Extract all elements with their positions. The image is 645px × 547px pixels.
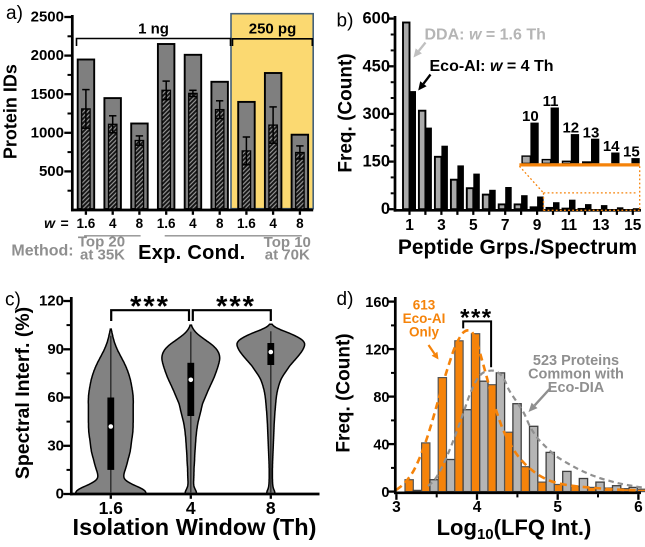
svg-text:2500: 2500 — [31, 9, 64, 26]
svg-text:160: 160 — [365, 295, 389, 311]
svg-text:Top 10: Top 10 — [264, 234, 311, 251]
svg-text:10: 10 — [522, 108, 539, 125]
svg-text:15: 15 — [623, 144, 640, 161]
svg-text:8: 8 — [296, 216, 304, 231]
svg-text:600: 600 — [362, 10, 390, 28]
svg-text:Exp. Cond.: Exp. Cond. — [138, 242, 245, 264]
svg-text:7: 7 — [501, 217, 510, 234]
svg-text:500: 500 — [39, 163, 64, 180]
svg-text:a): a) — [6, 3, 23, 24]
svg-text:Common with: Common with — [528, 367, 624, 383]
svg-text:5: 5 — [553, 499, 562, 516]
svg-text:250 pg: 250 pg — [249, 21, 297, 38]
svg-text:4: 4 — [186, 498, 196, 518]
svg-text:***: *** — [216, 291, 256, 323]
svg-text:13: 13 — [583, 124, 600, 141]
svg-text:Isolation Window (Th): Isolation Window (Th) — [73, 514, 317, 540]
svg-text:d): d) — [337, 289, 354, 310]
svg-text:3: 3 — [437, 217, 446, 234]
svg-text:120: 120 — [39, 293, 64, 310]
svg-text:4: 4 — [269, 216, 277, 231]
svg-text:11: 11 — [561, 217, 578, 234]
svg-text:0: 0 — [381, 200, 390, 218]
svg-text:1500: 1500 — [31, 86, 64, 103]
svg-text:1.6: 1.6 — [157, 216, 176, 231]
svg-text:8: 8 — [266, 498, 276, 518]
svg-text:6: 6 — [634, 499, 643, 516]
svg-text:1.6: 1.6 — [77, 216, 96, 231]
svg-text:300: 300 — [362, 105, 390, 123]
svg-text:c): c) — [5, 290, 21, 311]
svg-text:1: 1 — [405, 217, 414, 234]
svg-text:14: 14 — [603, 138, 620, 155]
svg-text:w =: w = — [44, 215, 69, 231]
svg-text:at 35K: at 35K — [80, 246, 125, 263]
svg-text:4: 4 — [473, 499, 482, 516]
svg-text:Eco-DIA: Eco-DIA — [548, 380, 605, 396]
svg-text:1.6: 1.6 — [237, 216, 256, 231]
svg-text:11: 11 — [543, 93, 559, 110]
svg-text:Protein IDs: Protein IDs — [0, 64, 20, 159]
svg-text:Top 20: Top 20 — [78, 233, 125, 250]
svg-text:4: 4 — [109, 216, 117, 231]
svg-text:90: 90 — [47, 341, 64, 358]
svg-text:12: 12 — [562, 120, 579, 137]
svg-text:5: 5 — [469, 217, 478, 234]
svg-text:Log10(LFQ Int.): Log10(LFQ Int.) — [437, 515, 592, 543]
svg-text:Peptide Grps./Spectrum: Peptide Grps./Spectrum — [398, 236, 637, 259]
svg-text:0: 0 — [381, 485, 389, 501]
svg-text:1000: 1000 — [31, 124, 64, 141]
svg-text:1 ng: 1 ng — [138, 21, 169, 38]
svg-text:120: 120 — [365, 342, 389, 358]
svg-text:***: *** — [130, 291, 170, 323]
svg-text:DDA: w = 1.6 Th: DDA: w = 1.6 Th — [425, 27, 546, 44]
svg-text:0: 0 — [56, 486, 64, 503]
svg-text:3: 3 — [392, 499, 401, 516]
svg-text:Method:: Method: — [11, 243, 73, 260]
svg-text:9: 9 — [533, 217, 542, 234]
svg-text:Eco-AI: Eco-AI — [403, 311, 446, 326]
svg-text:at 70K: at 70K — [265, 246, 310, 263]
svg-text:15: 15 — [624, 217, 642, 234]
svg-text:60: 60 — [47, 389, 64, 406]
svg-text:***: *** — [460, 305, 493, 332]
svg-text:80: 80 — [373, 390, 389, 406]
svg-text:8: 8 — [216, 216, 224, 231]
svg-text:Freq. (Count): Freq. (Count) — [333, 333, 354, 452]
svg-text:Freq. (Count): Freq. (Count) — [336, 53, 357, 172]
svg-text:150: 150 — [362, 153, 390, 171]
svg-text:Eco-AI: w = 4 Th: Eco-AI: w = 4 Th — [430, 58, 554, 75]
svg-text:b): b) — [337, 11, 354, 32]
svg-text:523 Proteins: 523 Proteins — [533, 353, 619, 369]
svg-text:1.6: 1.6 — [99, 498, 124, 518]
svg-text:Spectral Interf. (%): Spectral Interf. (%) — [12, 307, 34, 479]
svg-text:2000: 2000 — [31, 47, 64, 64]
svg-text:450: 450 — [362, 57, 390, 75]
svg-text:613: 613 — [413, 298, 436, 313]
svg-text:40: 40 — [373, 437, 389, 453]
svg-text:13: 13 — [592, 217, 610, 234]
svg-text:8: 8 — [136, 216, 144, 231]
svg-text:4: 4 — [189, 216, 197, 231]
svg-text:30: 30 — [47, 437, 64, 454]
svg-text:Only: Only — [409, 325, 439, 340]
